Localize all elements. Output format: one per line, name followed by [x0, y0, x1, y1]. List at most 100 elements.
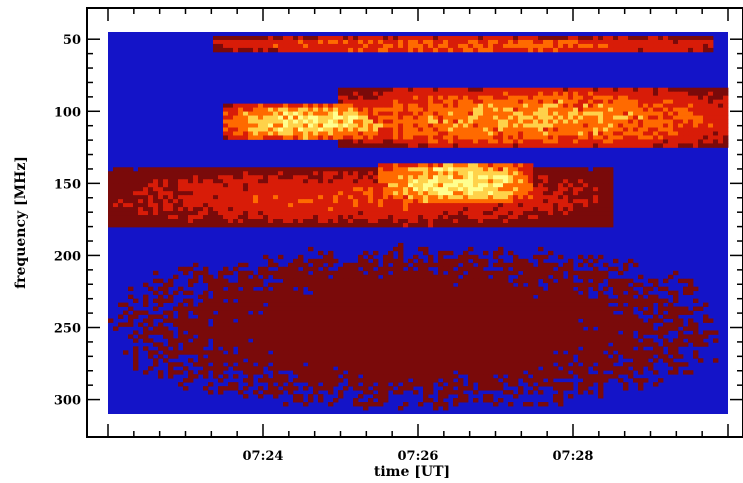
- spectrogram-cell: [358, 203, 364, 208]
- spectrogram-cell: [458, 318, 464, 323]
- spectrogram-cell: [268, 171, 274, 176]
- spectrogram-cell: [473, 179, 479, 184]
- spectrogram-cell: [138, 179, 144, 184]
- spectrogram-cell: [528, 127, 534, 132]
- spectrogram-cell: [283, 223, 289, 228]
- spectrogram-cell: [243, 199, 249, 204]
- spectrogram-cell: [363, 99, 369, 105]
- spectrogram-cell: [578, 187, 584, 192]
- spectrogram-cell: [378, 298, 384, 303]
- spectrogram-cell: [368, 115, 374, 120]
- spectrogram-cell: [548, 47, 554, 53]
- spectrogram-cell: [263, 119, 269, 124]
- spectrogram-cell: [583, 39, 589, 45]
- spectrogram-cell: [578, 39, 584, 45]
- spectrogram-cell: [543, 35, 549, 41]
- spectrogram-cell: [293, 302, 299, 307]
- spectrogram-cell: [463, 95, 469, 101]
- spectrogram-cell: [328, 135, 334, 140]
- spectrogram-cell: [428, 131, 434, 136]
- spectrogram-cell: [178, 310, 184, 315]
- spectrogram-cell: [388, 266, 394, 272]
- spectrogram-cell: [443, 219, 449, 224]
- spectrogram-cell: [498, 318, 504, 323]
- spectrogram-cell: [493, 286, 499, 292]
- spectrogram-cell: [558, 143, 564, 148]
- spectrogram-cell: [578, 115, 584, 120]
- spectrogram-cell: [258, 203, 264, 208]
- spectrogram-cell: [238, 135, 244, 140]
- spectrogram-cell: [518, 139, 524, 144]
- spectrogram-cell: [288, 39, 294, 45]
- spectrogram-cell: [528, 135, 534, 140]
- spectrogram-cell: [333, 278, 339, 284]
- spectrogram-cell: [448, 322, 454, 327]
- spectrogram-cell: [303, 266, 309, 272]
- spectrogram-cell: [548, 115, 554, 120]
- spectrogram-cell: [418, 95, 424, 101]
- spectrogram-cell: [513, 191, 519, 196]
- spectrogram-cell: [678, 43, 684, 49]
- spectrogram-cell: [423, 246, 429, 252]
- spectrogram-cell: [498, 215, 504, 220]
- spectrogram-cell: [408, 183, 414, 188]
- spectrogram-cell: [223, 215, 229, 220]
- spectrogram-cell: [688, 290, 694, 296]
- spectrogram-cell: [238, 203, 244, 208]
- spectrogram-cell: [428, 91, 434, 97]
- spectrogram-cell: [303, 35, 309, 41]
- spectrogram-cell: [388, 163, 394, 168]
- spectrogram-cell: [193, 179, 199, 184]
- spectrogram-cell: [218, 39, 224, 45]
- spectrogram-cell: [538, 103, 544, 109]
- spectrogram-cell: [273, 211, 279, 216]
- spectrogram-cell: [573, 318, 579, 323]
- spectrogram-cell: [388, 119, 394, 124]
- spectrogram-cell: [268, 119, 274, 124]
- spectrogram-cell: [153, 290, 159, 296]
- spectrogram-cell: [658, 326, 664, 331]
- spectrogram-cell: [653, 135, 659, 140]
- spectrogram-cell: [153, 223, 159, 228]
- spectrogram-cell: [283, 286, 289, 292]
- spectrogram-cell: [373, 139, 379, 144]
- spectrogram-cell: [448, 310, 454, 315]
- spectrogram-cell: [598, 123, 604, 128]
- spectrogram-cell: [448, 195, 454, 200]
- spectrogram-cell: [303, 219, 309, 224]
- spectrogram-cell: [133, 175, 139, 180]
- spectrogram-cell: [348, 99, 354, 105]
- spectrogram-cell: [643, 290, 649, 296]
- spectrogram-cell: [358, 298, 364, 303]
- spectrogram-cell: [398, 175, 404, 180]
- spectrogram-cell: [243, 131, 249, 136]
- spectrogram-cell: [418, 91, 424, 97]
- spectrogram-cell: [348, 111, 354, 116]
- spectrogram-cell: [548, 310, 554, 315]
- spectrogram-cell: [303, 131, 309, 136]
- spectrogram-cell: [678, 91, 684, 97]
- spectrogram-cell: [483, 99, 489, 105]
- spectrogram-cell: [218, 183, 224, 188]
- spectrogram-cell: [513, 215, 519, 220]
- spectrogram-cell: [368, 310, 374, 315]
- spectrogram-cell: [413, 254, 419, 260]
- spectrogram-cell: [683, 286, 689, 292]
- spectrogram-cell: [293, 135, 299, 140]
- spectrogram-cell: [388, 330, 394, 335]
- spectrogram-cell: [643, 111, 649, 116]
- spectrogram-cell: [458, 322, 464, 327]
- spectrogram-cell: [168, 191, 174, 196]
- spectrogram-cell: [358, 195, 364, 200]
- spectrogram-cell: [483, 183, 489, 188]
- spectrogram-cell: [363, 91, 369, 97]
- spectrogram-cell: [563, 99, 569, 105]
- spectrogram-cell: [443, 195, 449, 200]
- spectrogram-cell: [478, 127, 484, 132]
- spectrogram-cell: [463, 179, 469, 184]
- spectrogram-cell: [623, 278, 629, 284]
- spectrogram-cell: [418, 203, 424, 208]
- spectrogram-cell: [288, 286, 294, 292]
- spectrogram-cell: [488, 47, 494, 53]
- spectrogram-cell: [633, 139, 639, 144]
